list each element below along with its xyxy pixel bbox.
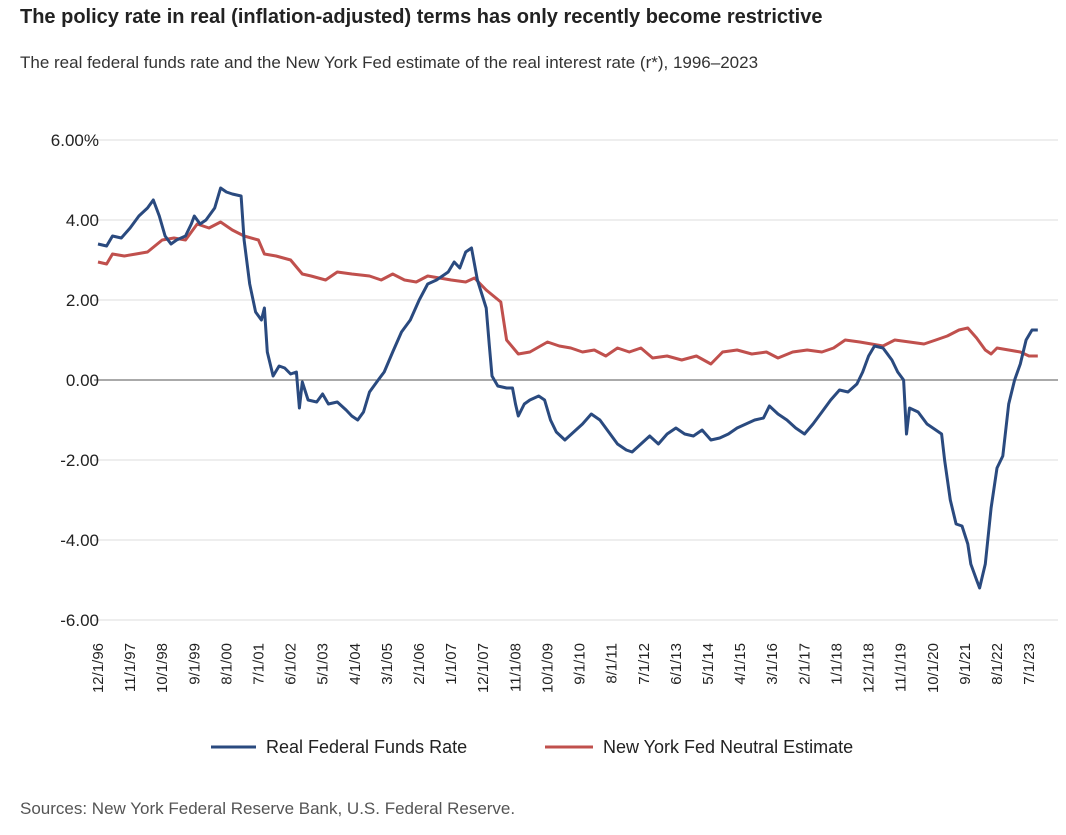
y-tick-label: 0.00 <box>66 371 99 390</box>
x-tick-label: 3/1/16 <box>764 643 781 685</box>
series-line-real-fed-funds <box>97 186 1038 590</box>
series-lines <box>97 186 1038 590</box>
x-tick-label: 5/1/03 <box>315 643 332 685</box>
x-tick-label: 9/1/21 <box>957 643 974 685</box>
x-tick-label: 11/1/19 <box>893 643 910 692</box>
x-tick-label: 1/1/18 <box>829 643 846 685</box>
x-tick-label: 9/1/99 <box>186 643 203 685</box>
x-tick-label: 10/1/09 <box>539 643 556 693</box>
y-tick-label: 6.00% <box>51 131 99 150</box>
x-tick-label: 3/1/05 <box>379 643 396 685</box>
x-tick-label: 5/1/14 <box>700 643 717 685</box>
legend-item-neutral-estimate: New York Fed Neutral Estimate <box>603 737 853 757</box>
x-tick-label: 7/1/12 <box>636 643 653 685</box>
x-tick-label: 12/1/07 <box>475 643 492 693</box>
x-tick-label: 9/1/10 <box>572 643 589 685</box>
x-tick-label: 1/1/07 <box>443 643 460 685</box>
source-note: Sources: New York Federal Reserve Bank, … <box>20 799 516 818</box>
x-tick-label: 8/1/11 <box>604 643 621 684</box>
series-line-neutral-estimate <box>97 220 1038 366</box>
legend: Real Federal Funds Rate New York Fed Neut… <box>211 737 853 757</box>
y-tick-label: 4.00 <box>66 211 99 230</box>
x-tick-label: 12/1/18 <box>861 643 878 693</box>
x-tick-label: 12/1/96 <box>90 643 107 693</box>
y-tick-label: -2.00 <box>60 451 99 470</box>
y-axis: 6.00% 4.00 2.00 0.00 -2.00 -4.00 -6.00 <box>51 131 99 630</box>
y-tick-label: 2.00 <box>66 291 99 310</box>
x-tick-label: 7/1/23 <box>1021 643 1038 685</box>
x-tick-label: 4/1/15 <box>732 643 749 685</box>
chart-title: The policy rate in real (inflation-adjus… <box>20 6 823 28</box>
x-tick-label: 8/1/22 <box>989 643 1006 685</box>
x-tick-label: 10/1/20 <box>925 643 942 693</box>
x-axis: 12/1/96 11/1/97 10/1/98 9/1/99 8/1/00 7/1/01 6… <box>90 643 1038 693</box>
x-tick-label: 8/1/00 <box>218 643 235 685</box>
x-tick-label: 11/1/97 <box>122 643 139 692</box>
x-tick-label: 6/1/13 <box>668 643 685 685</box>
y-tick-label: -6.00 <box>60 611 99 630</box>
x-tick-label: 11/1/08 <box>507 643 524 692</box>
x-tick-label: 6/1/02 <box>283 643 300 685</box>
x-tick-label: 7/1/01 <box>250 643 267 685</box>
y-tick-label: -4.00 <box>60 531 99 550</box>
gridlines <box>94 139 1058 621</box>
legend-item-real-fed-funds: Real Federal Funds Rate <box>266 737 467 757</box>
x-tick-label: 2/1/17 <box>796 643 813 685</box>
x-tick-label: 2/1/06 <box>411 643 428 685</box>
chart-subtitle: The real federal funds rate and the New … <box>20 53 759 72</box>
x-tick-label: 10/1/98 <box>154 643 171 693</box>
x-tick-label: 4/1/04 <box>347 643 364 685</box>
